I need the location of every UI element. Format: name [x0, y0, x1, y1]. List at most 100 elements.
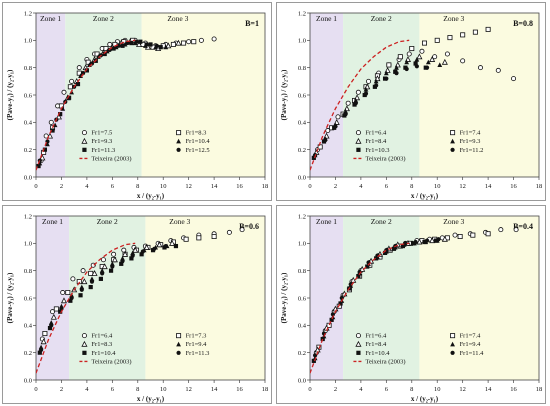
data-point [163, 44, 169, 50]
y-tick-label: 0.0 [24, 174, 32, 181]
data-point [80, 71, 86, 76]
data-point [61, 89, 67, 95]
y-tick-label: 0.6 [24, 92, 33, 99]
data-point [158, 45, 163, 50]
data-point [58, 112, 63, 117]
legend-swatch [81, 130, 87, 136]
zone-label: Zone 3 [443, 217, 464, 226]
zone-label: Zone 1 [316, 14, 337, 23]
data-point [68, 298, 73, 303]
legend-label: Fr1=10.3 [365, 147, 389, 154]
chart-svg-b06: 0 2 4 6 8 10 12 14 16 18 0.0 0.2 0.4 0.6 0.8 1.0 1.2 Zone… [6, 213, 268, 403]
data-point [135, 41, 143, 47]
data-point [409, 46, 415, 52]
legend-label: Fr1=7.4 [460, 130, 482, 137]
x-tick-label: 0 [34, 183, 37, 190]
data-point [69, 295, 74, 301]
data-point [102, 51, 107, 57]
data-point [139, 252, 144, 257]
x-tick-label: 4 [359, 183, 363, 190]
x-tick-label: 18 [536, 183, 543, 190]
legend-swatch [82, 147, 87, 152]
legend-swatch [355, 130, 361, 136]
data-point [404, 66, 409, 72]
data-point [38, 344, 44, 350]
y-axis-label: (Pave-y₁) / (y₂-y₁) [280, 272, 288, 323]
data-point [76, 65, 82, 71]
data-point [119, 261, 124, 266]
data-point [152, 246, 157, 251]
data-point [366, 78, 372, 84]
data-point [170, 41, 176, 47]
teixeira-curve [310, 39, 410, 171]
legend-label: Fr1=12.5 [186, 147, 210, 154]
data-point [317, 144, 323, 150]
data-point [181, 40, 187, 46]
legend-label: Fr1=8.3 [186, 130, 207, 137]
y-tick-label: 0.2 [298, 147, 306, 154]
data-point [447, 35, 453, 41]
data-point [78, 293, 83, 298]
x-tick-label: 8 [410, 183, 413, 190]
x-tick-label: 2 [60, 183, 63, 190]
x-tick-label: 4 [85, 386, 89, 393]
data-point [79, 284, 85, 290]
data-point [373, 78, 379, 84]
x-tick-label: 0 [308, 183, 311, 190]
data-point [414, 56, 420, 62]
data-point [156, 241, 163, 248]
data-point [95, 54, 101, 59]
data-point [58, 309, 63, 314]
data-point [400, 243, 405, 249]
data-point [485, 26, 491, 32]
data-point [129, 40, 134, 46]
data-point [183, 236, 189, 242]
data-point [394, 71, 399, 76]
data-point [99, 268, 105, 273]
legend-swatch [176, 333, 182, 339]
legend-swatch [176, 130, 182, 136]
legend-label: Fr1=6.4 [365, 130, 387, 137]
data-point [413, 239, 418, 245]
x-tick-label: 10 [434, 386, 441, 393]
x-tick-label: 18 [536, 386, 543, 393]
data-point [116, 43, 121, 48]
data-point [394, 65, 399, 70]
y-tick-label: 1.0 [298, 241, 306, 248]
data-point [75, 81, 81, 87]
data-point [226, 229, 232, 235]
zone-label: Zone 3 [169, 217, 190, 226]
legend-label: Fr1=10.4 [365, 350, 390, 357]
data-point [382, 250, 388, 255]
data-point [50, 313, 57, 320]
data-point [69, 78, 75, 84]
data-point [89, 279, 95, 284]
data-point [89, 276, 95, 281]
x-tick-label: 12 [459, 183, 466, 190]
data-point [48, 320, 54, 325]
data-point [88, 284, 93, 290]
data-point [323, 138, 328, 143]
legend-label: Fr1=8.4 [365, 341, 387, 348]
legend-swatch [450, 138, 455, 144]
data-point [414, 64, 419, 69]
data-point [434, 37, 440, 43]
zone-band [419, 216, 539, 380]
y-tick-label: 1.0 [298, 38, 306, 45]
data-point [154, 43, 159, 48]
series-layer [310, 26, 517, 171]
data-point [134, 39, 139, 44]
series-layer [310, 227, 519, 374]
data-point [120, 255, 125, 261]
x-tick-label: 6 [385, 183, 389, 190]
data-point [55, 113, 62, 120]
data-point [60, 297, 68, 304]
legend-label: Teixeira (2003) [365, 155, 405, 162]
x-tick-label: 12 [185, 183, 192, 190]
legend-label: Fr1=7.4 [460, 333, 482, 340]
data-point [441, 235, 448, 242]
data-point [130, 250, 136, 255]
x-tick-label: 6 [111, 183, 115, 190]
data-point [37, 350, 42, 355]
legend-swatch [176, 147, 181, 152]
